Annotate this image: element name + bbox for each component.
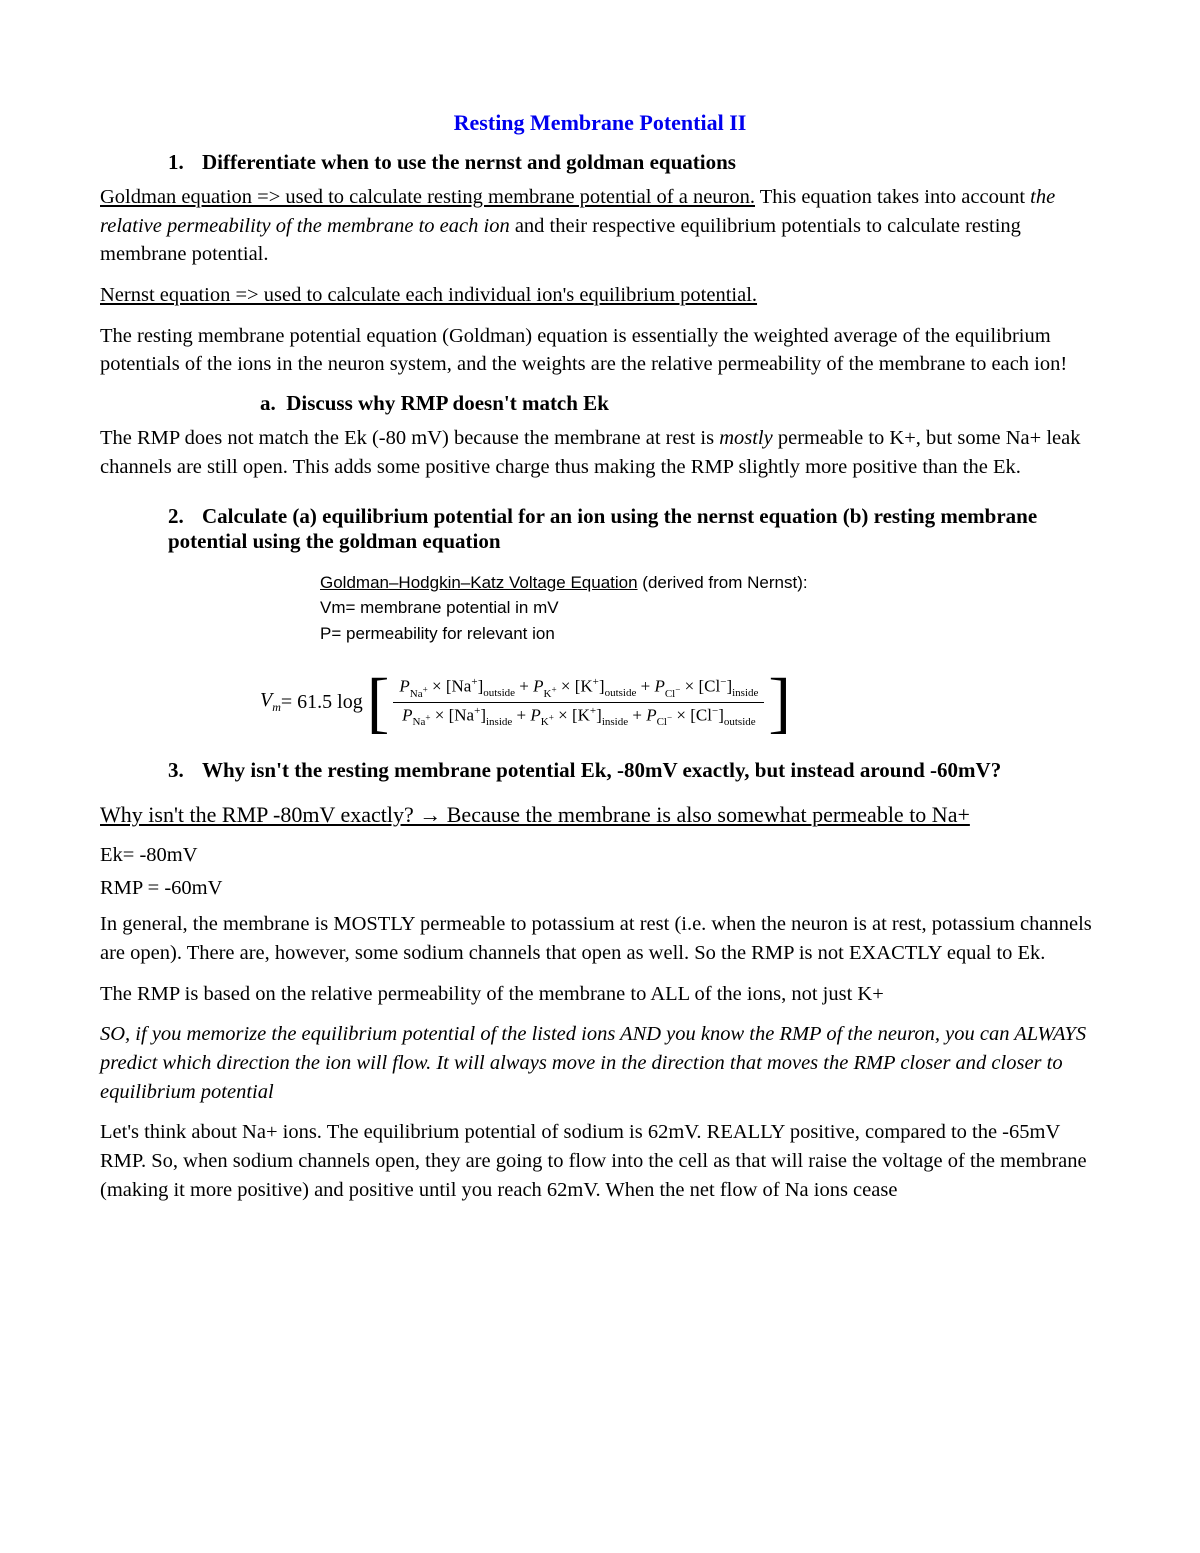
- ghk-derived: (derived from Nernst):: [638, 573, 808, 592]
- fraction-denominator: PNa+ × [Na+]inside + PK+ × [K+]inside + …: [393, 703, 764, 730]
- na-label: Na: [452, 677, 472, 696]
- section-3-para-1: In general, the membrane is MOSTLY perme…: [100, 910, 1100, 967]
- section-1-heading-text: Differentiate when to use the nernst and…: [202, 150, 736, 174]
- cl-label-2: Cl: [696, 705, 712, 724]
- section-3-para-4: Let's think about Na+ ions. The equilibr…: [100, 1118, 1100, 1204]
- k-label-2: K: [578, 705, 590, 724]
- formula-equals: = 61.5 log: [281, 691, 363, 714]
- goldman-lead: Goldman equation => used to calculate re…: [100, 186, 755, 208]
- section-3-values: Ek= -80mV RMP = -60mV: [100, 844, 1100, 900]
- p-definition: P= permeability for relevant ion: [320, 621, 1100, 647]
- k-label: K: [580, 677, 592, 696]
- equation-description: Goldman–Hodgkin–Katz Voltage Equation (d…: [320, 570, 1100, 647]
- section-3-lead: Why isn't the RMP -80mV exactly? → Becau…: [100, 797, 1100, 832]
- page-title: Resting Membrane Potential II: [100, 110, 1100, 136]
- sub-p-a: The RMP does not match the Ek (-80 mV) b…: [100, 427, 719, 449]
- section-1-number: 1.: [168, 150, 202, 175]
- section-1a-para: The RMP does not match the Ek (-80 mV) b…: [100, 424, 1100, 481]
- sub-p-mostly: mostly: [719, 427, 773, 449]
- right-bracket-icon: ]: [764, 672, 795, 732]
- rmp-value: RMP = -60mV: [100, 877, 1100, 900]
- ghk-title: Goldman–Hodgkin–Katz Voltage Equation: [320, 573, 638, 592]
- ghk-formula: Vm = 61.5 log [ PNa+ × [Na+]outside + PK…: [260, 672, 1100, 732]
- section-3-para-2: The RMP is based on the relative permeab…: [100, 980, 1100, 1009]
- left-bracket-icon: [: [363, 672, 394, 732]
- section-2-number: 2.: [168, 504, 202, 529]
- section-1a-heading-text: Discuss why RMP doesn't match Ek: [286, 391, 609, 415]
- goldman-rest-a: This equation takes into account: [755, 186, 1030, 208]
- section-3-para-3: SO, if you memorize the equilibrium pote…: [100, 1020, 1100, 1106]
- section-3-heading: 3.Why isn't the resting membrane potenti…: [168, 758, 1100, 783]
- document-page: Resting Membrane Potential II 1.Differen…: [0, 0, 1200, 1553]
- vm-definition: Vm= membrane potential in mV: [320, 595, 1100, 621]
- section-3-heading-text: Why isn't the resting membrane potential…: [202, 758, 1001, 782]
- section-1-para-1: Goldman equation => used to calculate re…: [100, 183, 1100, 269]
- formula-fraction: PNa+ × [Na+]outside + PK+ × [K+]outside …: [393, 674, 764, 729]
- section-2-heading-text: Calculate (a) equilibrium potential for …: [168, 504, 1037, 553]
- cl-label: Cl: [704, 677, 720, 696]
- ek-value: Ek= -80mV: [100, 844, 1100, 867]
- section-3-number: 3.: [168, 758, 202, 783]
- fraction-numerator: PNa+ × [Na+]outside + PK+ × [K+]outside …: [393, 674, 764, 702]
- vm-symbol: Vm: [260, 689, 281, 715]
- section-1a-heading: a. Discuss why RMP doesn't match Ek: [260, 391, 1100, 416]
- section-1-para-3: The resting membrane potential equation …: [100, 322, 1100, 379]
- na-label-2: Na: [454, 705, 474, 724]
- section-1-para-2: Nernst equation => used to calculate eac…: [100, 281, 1100, 310]
- section-1-heading: 1.Differentiate when to use the nernst a…: [168, 150, 1100, 175]
- section-1a-letter: a.: [260, 391, 276, 415]
- equation-title-line: Goldman–Hodgkin–Katz Voltage Equation (d…: [320, 570, 1100, 596]
- section-2-heading: 2.Calculate (a) equilibrium potential fo…: [168, 504, 1100, 554]
